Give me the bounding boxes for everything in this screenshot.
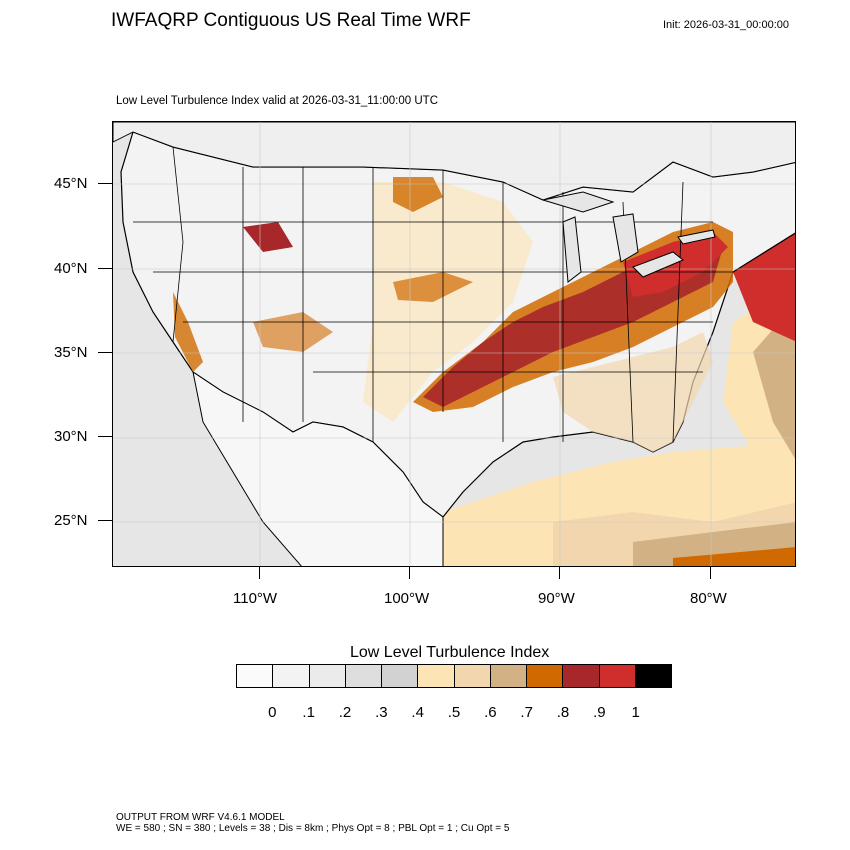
atlantic-brown xyxy=(753,304,795,459)
lat-tick xyxy=(98,268,112,269)
lat-label-30: 30°N xyxy=(54,428,88,445)
state-borders xyxy=(133,146,733,443)
lat-label-45: 45°N xyxy=(54,175,88,192)
lon-label-80: 80°W xyxy=(690,590,727,607)
lon-tick xyxy=(409,567,410,579)
lat-tick xyxy=(98,183,112,184)
plains-tan xyxy=(363,182,533,422)
init-time-label: Init: 2026-03-31_00:00:00 xyxy=(663,19,789,31)
colorbar-swatch xyxy=(527,665,564,687)
lat-tick xyxy=(98,436,112,437)
colorbar-swatch xyxy=(490,665,527,687)
wyoming-red xyxy=(243,222,293,252)
colorbar-swatch xyxy=(418,665,455,687)
colorbar-swatch xyxy=(635,665,671,687)
lat-label-40: 40°N xyxy=(54,260,88,277)
mexico-landmass xyxy=(192,370,444,566)
map-canvas xyxy=(113,122,795,566)
colorbar-tick-label: .1 xyxy=(302,704,315,721)
colorbar-tick-label: .8 xyxy=(556,704,570,721)
dakota-orange xyxy=(393,177,443,212)
colorbar-tick-label: .6 xyxy=(484,704,497,721)
kansas-orange xyxy=(393,272,473,302)
colorbar-swatch xyxy=(309,665,346,687)
great-lakes xyxy=(542,191,716,283)
colorbar-swatch xyxy=(599,665,636,687)
colorbar-tick-label: 0 xyxy=(268,704,277,721)
colorbar-title: Low Level Turbulence Index xyxy=(350,644,550,661)
colorbar-tick-label: .5 xyxy=(447,704,461,721)
lat-label-25: 25°N xyxy=(54,512,88,529)
colorbar-swatch xyxy=(237,665,274,687)
california-orange xyxy=(173,292,203,372)
lat-label-35: 35°N xyxy=(54,344,88,361)
chart-title: IWFAQRP Contiguous US Real Time WRF xyxy=(111,10,471,31)
southeast-tan xyxy=(553,332,713,452)
colorbar-tick-label: .2 xyxy=(338,704,352,721)
colorbar-swatch xyxy=(454,665,491,687)
lon-label-90: 90°W xyxy=(538,590,575,607)
colorbar-swatch xyxy=(345,665,382,687)
lon-tick xyxy=(710,567,711,579)
map-subtitle: Low Level Turbulence Index valid at 2026… xyxy=(116,95,438,107)
atlantic-red xyxy=(733,233,795,342)
turbulence-northeast-red xyxy=(623,232,728,297)
colorbar xyxy=(236,664,672,688)
colorbar-tick-label: .9 xyxy=(593,704,606,721)
lon-label-100: 100°W xyxy=(384,590,430,607)
footer-config-line: WE = 580 ; SN = 380 ; Levels = 38 ; Dis … xyxy=(116,823,510,834)
lon-tick xyxy=(259,567,260,579)
lon-tick xyxy=(559,567,560,579)
colorbar-tick-label: .4 xyxy=(411,704,424,721)
gulf-orange-band xyxy=(673,547,795,566)
colorbar-swatch xyxy=(563,665,600,687)
colorbar-swatch xyxy=(273,665,310,687)
footer-model-line: OUTPUT FROM WRF V4.6.1 MODEL xyxy=(116,812,285,823)
colorbar-swatch xyxy=(382,665,419,687)
lat-tick xyxy=(98,520,112,521)
lon-label-110: 110°W xyxy=(233,590,278,607)
colorbar-tick-label: .3 xyxy=(375,704,388,721)
colorbar-tick-label: 1 xyxy=(631,704,640,721)
colorbar-tick-label: .7 xyxy=(520,704,533,721)
map-panel xyxy=(112,121,796,567)
lat-tick xyxy=(98,352,112,353)
